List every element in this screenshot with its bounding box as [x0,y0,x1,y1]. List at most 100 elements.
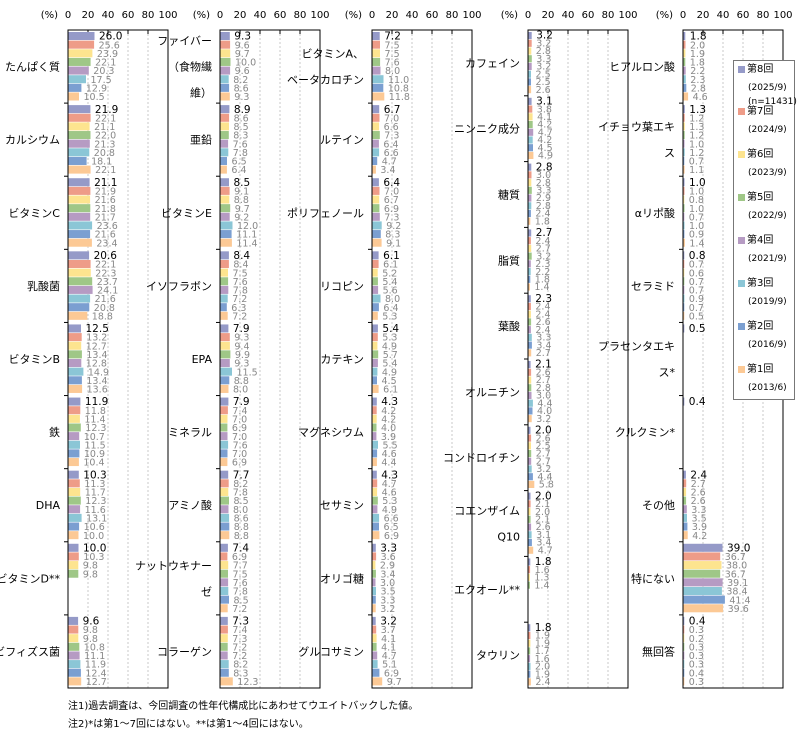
data-label: 2.0 [690,40,705,51]
legend-label: 第3回 [747,278,774,289]
bar [68,479,80,488]
data-label: 2.1 [535,499,550,510]
data-label: 5.3 [382,496,397,507]
bar [372,531,380,540]
bar [220,294,228,303]
legend-item-8: 第8回 (2025/9) (n=11431) [738,63,797,109]
bar [528,326,531,334]
bar [372,311,378,320]
data-label: 0.7 [689,277,704,288]
data-label: 1.6 [535,654,550,665]
legend-date: (2016/9) [748,340,787,350]
category-label: セサミン [320,499,364,512]
bar [68,57,91,66]
bar [220,57,231,66]
bar [68,186,91,195]
bar [528,260,531,268]
x-tick-label: 80 [142,10,155,21]
data-label: 0.9 [689,294,704,305]
data-label: 1.0 [689,187,704,198]
category-label: ビタミンE [161,207,212,220]
data-label: 4.2 [537,120,552,131]
bar [528,179,532,187]
plot-frame [219,29,321,689]
bar [68,66,89,75]
data-label: 0.8 [689,250,706,262]
bar [68,178,90,187]
x-tick-label: 100 [773,10,792,21]
legend-label: 第4回 [747,235,774,246]
bar [528,492,531,500]
data-label: 8.6 [234,514,249,525]
bar [683,105,685,114]
data-label: 0.4 [689,616,706,628]
data-label: 5.3 [382,311,397,322]
bar [372,259,379,269]
bar [372,423,377,432]
bar [683,324,685,333]
bar [683,625,685,634]
data-label: 2.6 [536,85,551,96]
bar [68,505,81,514]
data-label: 8.5 [234,496,249,507]
data-label: 17.5 [91,75,112,86]
data-label: 21.9 [95,104,118,116]
bar [220,66,231,75]
bar [528,415,532,423]
data-label: 1.0 [689,204,704,215]
data-label: 2.0 [535,662,550,673]
data-label: 8.5 [234,122,249,133]
bar [683,251,685,260]
data-label: 2.7 [536,227,553,239]
data-label: 9.9 [235,350,250,361]
data-label: 1.6 [535,565,550,576]
data-label: 6.3 [231,303,246,314]
data-label: 36.7 [725,569,746,580]
legend-swatch [738,322,745,330]
bar [68,668,81,677]
bar [528,128,534,136]
data-label: 3.3 [536,54,551,65]
bar [528,47,532,55]
bar [220,230,232,239]
bar [372,569,376,578]
x-tick-label: 0 [65,10,71,21]
legend-date: (2022/9) [748,211,787,221]
data-label: 6.9 [384,668,399,679]
bar [683,531,688,540]
bar [372,75,384,84]
bar [528,457,532,465]
bar [528,566,531,574]
data-label: 0.4 [689,396,706,408]
data-label: 11.6 [85,505,106,516]
bar [68,324,81,333]
data-label: 0.5 [689,323,706,335]
legend-date: (2013/6) [748,383,787,393]
bar [683,156,685,165]
data-label: 2.8 [536,201,551,212]
bar [372,221,382,230]
data-label: 12.7 [86,341,107,352]
data-label: 12.0 [237,221,258,232]
data-label: 21.3 [94,139,115,150]
data-label: 2.5 [536,77,551,88]
data-label: 39.1 [727,578,748,589]
bar [528,39,532,47]
data-label: 3.0 [380,578,395,589]
category-label: アミノ酸 [168,498,212,512]
axis-unit-label: (%) [41,10,58,21]
bar [372,432,377,441]
bar [683,113,685,122]
data-label: 0.7 [689,286,704,297]
bar [220,285,229,294]
data-label: 4.7 [382,651,397,662]
data-label: 3.2 [380,604,395,615]
bar [528,310,531,318]
bar [220,303,227,312]
bar [528,349,532,357]
bar [372,440,378,449]
data-label: 7.6 [233,578,248,589]
data-label: 41.4 [729,595,750,606]
bar [220,131,229,140]
data-label: 7.0 [232,449,247,460]
